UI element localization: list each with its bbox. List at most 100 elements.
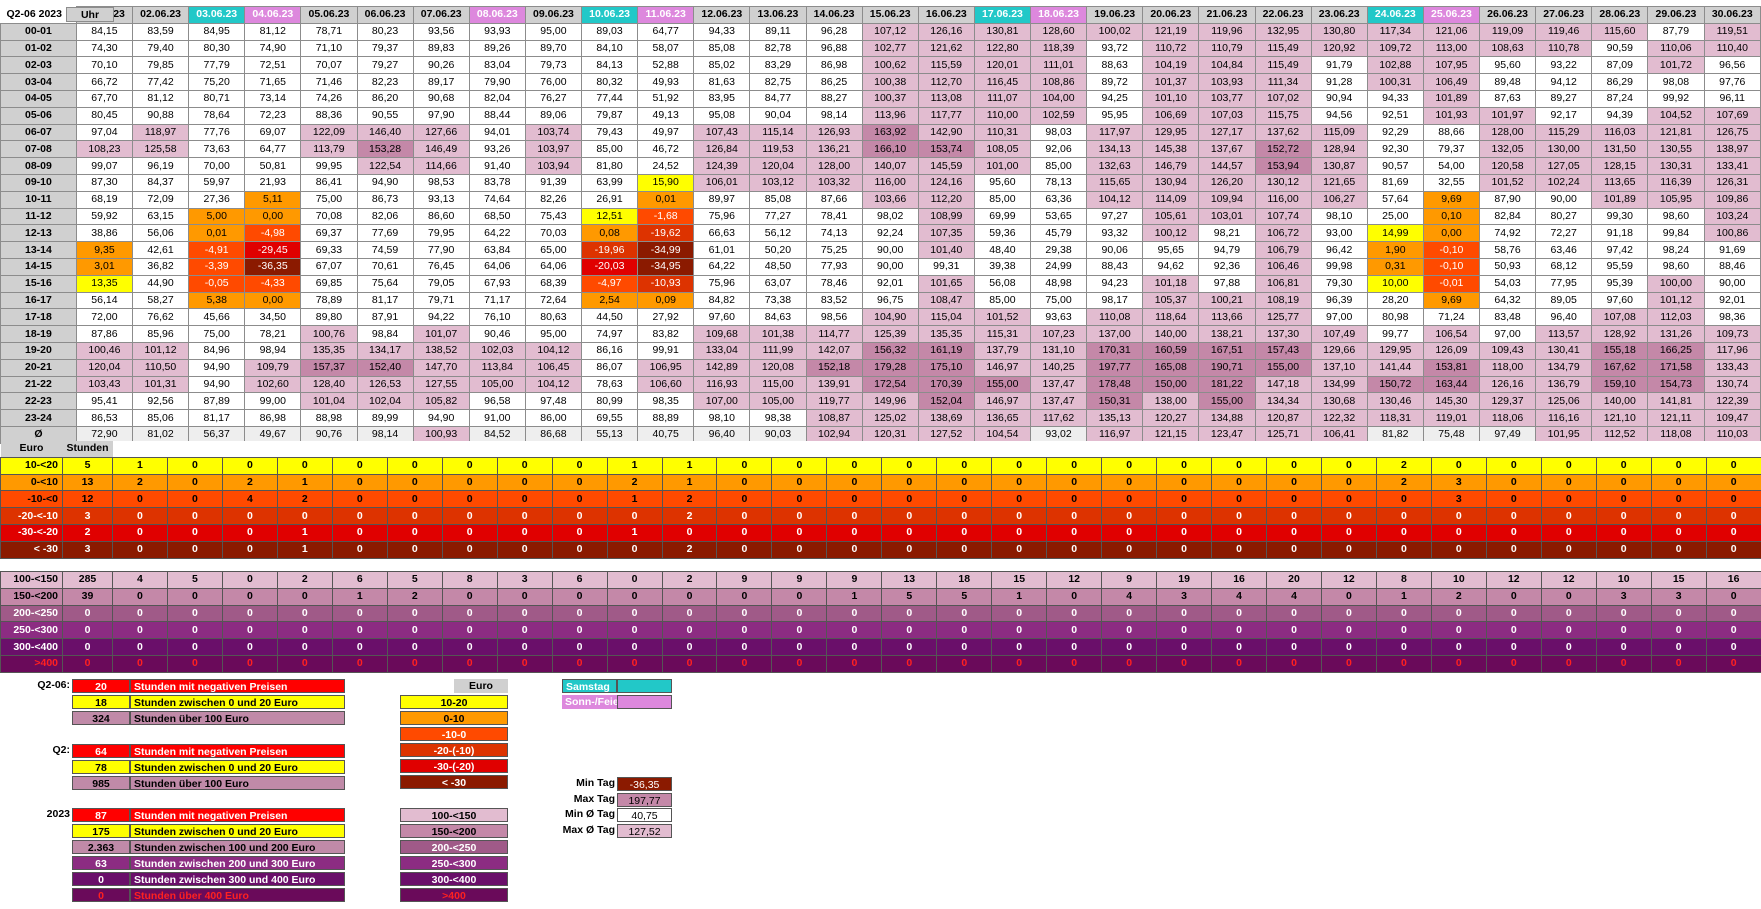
price-cell: 98,94 (244, 341, 302, 360)
price-cell: 77,76 (188, 123, 246, 142)
price-cell: 126,93 (805, 123, 863, 142)
price-cell: 116,16 (1535, 409, 1593, 427)
price-cell: 124,39 (693, 157, 751, 175)
price-cell: 84,82 (693, 291, 751, 310)
price-cell: 64,06 (524, 257, 583, 276)
price-cell: 86,98 (244, 409, 302, 427)
price-cell: 120,58 (1478, 157, 1537, 175)
date-header: 12.06.23 (693, 6, 751, 24)
price-cell: 80,23 (356, 22, 414, 41)
price-cell: 107,23 (1029, 325, 1088, 343)
price-cell: 115,65 (1086, 173, 1144, 192)
range-label: 150-<200 (0, 587, 63, 606)
average-cell: 120,31 (861, 425, 919, 444)
range-count: 0 (771, 638, 828, 656)
price-cell: 120,08 (749, 358, 807, 377)
price-cell: 74,13 (805, 224, 863, 243)
price-cell: 85,06 (131, 409, 190, 427)
price-cell: 81,69 (1366, 173, 1424, 192)
price-cell: 63,07 (749, 274, 807, 293)
range-count: 0 (112, 638, 168, 656)
hour-label: 00-01 (0, 22, 77, 41)
range-count: 0 (1156, 523, 1213, 542)
price-cell: 142,89 (693, 358, 751, 377)
price-cell: 45,79 (1029, 224, 1088, 243)
price-cell: 73,63 (188, 140, 246, 159)
price-cell: 52,88 (637, 56, 695, 75)
range-count: 0 (276, 587, 333, 606)
price-cell: 74,59 (356, 241, 414, 259)
price-cell: 79,27 (356, 56, 414, 75)
range-count: 0 (936, 473, 993, 492)
price-cell: 128,00 (1478, 123, 1537, 142)
price-cell: 10,00 (1366, 274, 1424, 293)
range-count: 0 (1320, 523, 1377, 542)
price-cell: 76,45 (412, 257, 470, 276)
range-count: 0 (881, 490, 938, 509)
price-cell: 139,91 (805, 375, 863, 394)
range-count: 0 (1705, 638, 1761, 656)
range-count: 0 (1595, 456, 1652, 475)
price-cell: 144,57 (1198, 157, 1256, 175)
range-count: 0 (441, 638, 498, 656)
price-cell: -3,39 (188, 257, 246, 276)
price-cell: 53,65 (1029, 207, 1088, 226)
date-header: 21.06.23 (1198, 6, 1256, 24)
price-cell: 132,05 (1478, 140, 1537, 159)
range-count: 4 (221, 490, 278, 509)
range-count: 0 (881, 540, 938, 559)
price-cell: 45,66 (188, 308, 246, 327)
price-cell: 70,10 (75, 56, 134, 75)
range-count: 0 (1320, 638, 1377, 656)
price-cell: 114,66 (412, 157, 470, 175)
price-cell: 1,90 (1366, 241, 1424, 259)
range-count: 0 (331, 621, 388, 640)
range-count: 0 (1156, 638, 1213, 656)
price-cell: 125,06 (1535, 392, 1593, 411)
price-cell: 122,39 (1703, 392, 1761, 411)
date-header: 25.06.23 (1422, 6, 1481, 24)
price-cell: 86,07 (580, 358, 639, 377)
hour-row: 09-10 87,30 84,37 59,97 21,93 86,41 94,90 98,53… (0, 173, 1761, 192)
price-cell: 90,55 (356, 106, 414, 125)
range-count: 18 (936, 571, 993, 589)
price-cell: 134,34 (1254, 392, 1312, 411)
range-total: 285 (62, 571, 113, 589)
price-cell: 89,97 (693, 190, 751, 209)
price-cell: 95,60 (973, 173, 1032, 192)
range-count: 0 (441, 456, 498, 475)
price-cell: 94,79 (1198, 241, 1256, 259)
price-cell: 100,37 (861, 89, 919, 108)
summary-text: Stunden über 100 Euro (130, 776, 345, 790)
price-cell: 101,93 (1422, 106, 1481, 125)
price-cell: 98,17 (1086, 291, 1144, 310)
price-cell: 87,86 (75, 325, 134, 343)
price-cell: 106,45 (524, 358, 583, 377)
price-cell: 98,56 (805, 308, 863, 327)
price-cell: 106,27 (1310, 190, 1368, 209)
range-count: 0 (1046, 587, 1103, 606)
price-cell: 125,58 (131, 140, 190, 159)
price-cell: 117,97 (1086, 123, 1144, 142)
price-cell: 127,05 (1535, 157, 1593, 175)
price-cell: 94,01 (468, 123, 526, 142)
date-header: 15.06.23 (861, 6, 919, 24)
price-cell: 115,14 (749, 123, 807, 142)
average-cell: 101,95 (1535, 425, 1593, 444)
price-cell: 129,66 (1310, 341, 1368, 360)
average-cell: 93,02 (1029, 425, 1088, 444)
price-cell: 104,52 (1647, 106, 1705, 125)
range-count: 0 (1595, 523, 1652, 542)
price-cell: 137,47 (1029, 375, 1088, 394)
price-cell: 58,27 (131, 291, 190, 310)
range-count: 0 (1485, 523, 1542, 542)
range-count: 0 (1046, 507, 1103, 525)
euro-header: Euro (0, 441, 63, 458)
price-cell: 128,15 (1591, 157, 1649, 175)
price-grid: Q2-06 202301.06.2302.06.2303.06.2304.06.… (0, 6, 1761, 444)
price-cell: 105,00 (749, 392, 807, 411)
summary-value: 20 (72, 679, 130, 693)
price-cell: 129,95 (1366, 341, 1424, 360)
range-count: 2 (221, 473, 278, 492)
price-cell: 58,76 (1478, 241, 1537, 259)
